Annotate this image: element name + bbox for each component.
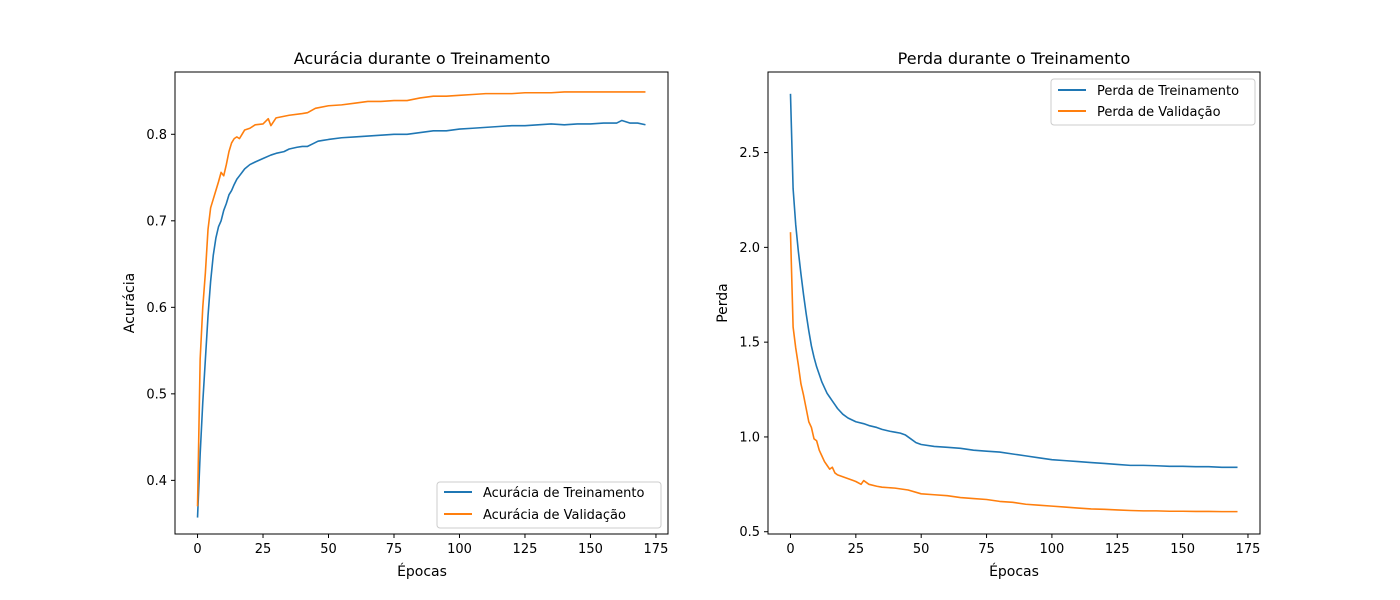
accuracy-series-line-train [196, 119, 646, 518]
loss-y-axis-label: Perda [715, 283, 731, 323]
loss-chart-title: Perda durante o Treinamento [898, 49, 1131, 68]
accuracy-axes-frame [174, 71, 669, 535]
accuracy-y-tick-label: 0.8 [146, 128, 167, 143]
loss-legend: Perda de Treinamento Perda de Validação [1050, 78, 1256, 126]
accuracy-legend-label-train: Acurácia de Treinamento [483, 486, 645, 501]
accuracy-x-axis-label: Épocas [397, 563, 447, 580]
loss-legend-label-val: Perda de Validação [1097, 105, 1221, 120]
loss-x-tick-label: 25 [848, 542, 865, 557]
loss-series-line-val [789, 232, 1238, 513]
loss-series-line-train [789, 93, 1238, 469]
accuracy-y-tick-label: 0.6 [146, 301, 167, 316]
accuracy-plot-area: 0 25 50 75 100 125 150 175 0.4 0.5 0.6 0.7 0.8 [146, 71, 669, 557]
accuracy-x-tick-label: 50 [320, 542, 337, 557]
loss-legend-label-train: Perda de Treinamento [1097, 84, 1239, 99]
loss-x-axis-label: Épocas [989, 563, 1039, 580]
accuracy-chart-title: Acurácia durante o Treinamento [294, 49, 551, 68]
accuracy-y-axis-label: Acurácia [122, 273, 138, 333]
loss-legend-box [1050, 78, 1256, 126]
accuracy-x-tick-label: 175 [644, 542, 669, 557]
accuracy-y-tick-label: 0.7 [146, 214, 167, 229]
loss-x-tick-label: 175 [1236, 542, 1261, 557]
accuracy-x-tick-label: 0 [193, 542, 201, 557]
accuracy-chart: Acurácia durante o Treinamento 0 25 50 75 10… [122, 49, 669, 580]
accuracy-x-tick-label: 75 [386, 542, 403, 557]
loss-y-tick-label: 1.0 [739, 430, 760, 445]
loss-chart: Perda durante o Treinamento 0 25 50 75 100 12… [715, 49, 1261, 580]
accuracy-x-tick-label: 100 [447, 542, 472, 557]
accuracy-y-tick-label: 0.5 [146, 387, 167, 402]
accuracy-legend-box [436, 481, 662, 529]
loss-y-tick-label: 2.5 [739, 146, 760, 161]
accuracy-x-tick-label: 125 [513, 542, 538, 557]
loss-x-tick-label: 125 [1105, 542, 1130, 557]
loss-x-tick-label: 150 [1170, 542, 1195, 557]
accuracy-x-tick-label: 25 [255, 542, 272, 557]
loss-y-tick-label: 0.5 [739, 525, 760, 540]
loss-x-tick-label: 0 [786, 542, 794, 557]
loss-plot-area: 0 25 50 75 100 125 150 175 0.5 1.0 1.5 2.0 2.5 [739, 71, 1261, 557]
accuracy-series-line-val [196, 91, 646, 507]
loss-y-tick-label: 2.0 [739, 241, 760, 256]
accuracy-legend-label-val: Acurácia de Validação [483, 508, 626, 523]
loss-x-tick-label: 75 [978, 542, 995, 557]
accuracy-legend: Acurácia de Treinamento Acurácia de Vali… [436, 481, 662, 529]
loss-y-tick-label: 1.5 [739, 336, 760, 351]
loss-x-tick-label: 100 [1039, 542, 1064, 557]
accuracy-x-tick-label: 150 [578, 542, 603, 557]
loss-axes-frame [767, 71, 1261, 535]
accuracy-y-tick-label: 0.4 [146, 474, 167, 489]
loss-x-tick-label: 50 [913, 542, 930, 557]
